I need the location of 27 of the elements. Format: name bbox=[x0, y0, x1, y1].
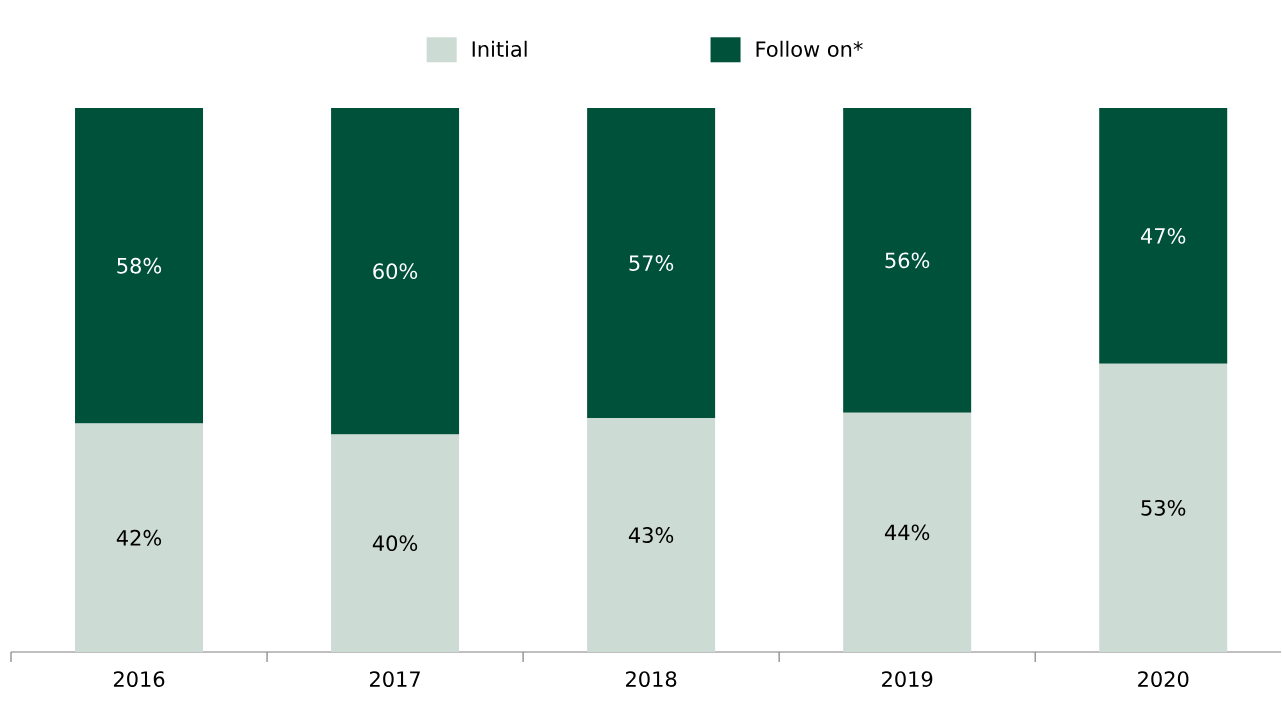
data-label: 47% bbox=[1140, 227, 1186, 244]
bar bbox=[843, 412, 972, 652]
data-label: 53% bbox=[1141, 499, 1186, 516]
bar bbox=[587, 108, 716, 419]
x-tick-label: 2018 bbox=[626, 671, 677, 687]
bar bbox=[587, 418, 716, 652]
bar bbox=[843, 108, 972, 413]
data-label: 58% bbox=[117, 257, 162, 274]
bar bbox=[331, 108, 460, 435]
data-label: 43% bbox=[628, 527, 674, 543]
x-tick-label: 2016 bbox=[113, 671, 165, 687]
data-label: 42% bbox=[116, 529, 162, 546]
legend-label: Follow on* bbox=[756, 40, 863, 57]
data-label: 56% bbox=[885, 252, 930, 269]
bar bbox=[1099, 363, 1228, 652]
data-label: 44% bbox=[884, 524, 930, 541]
x-tick-label: 2017 bbox=[369, 671, 420, 687]
data-label: 60% bbox=[373, 263, 418, 280]
data-label: 40% bbox=[372, 535, 418, 552]
legend-label: Initial bbox=[472, 40, 527, 57]
x-tick-label: 2019 bbox=[882, 671, 933, 687]
bar bbox=[75, 108, 204, 424]
bar bbox=[331, 434, 460, 652]
x-tick-label: 2020 bbox=[1138, 671, 1189, 687]
bar bbox=[1099, 108, 1228, 364]
data-label: 57% bbox=[629, 255, 674, 271]
bar bbox=[75, 423, 204, 652]
